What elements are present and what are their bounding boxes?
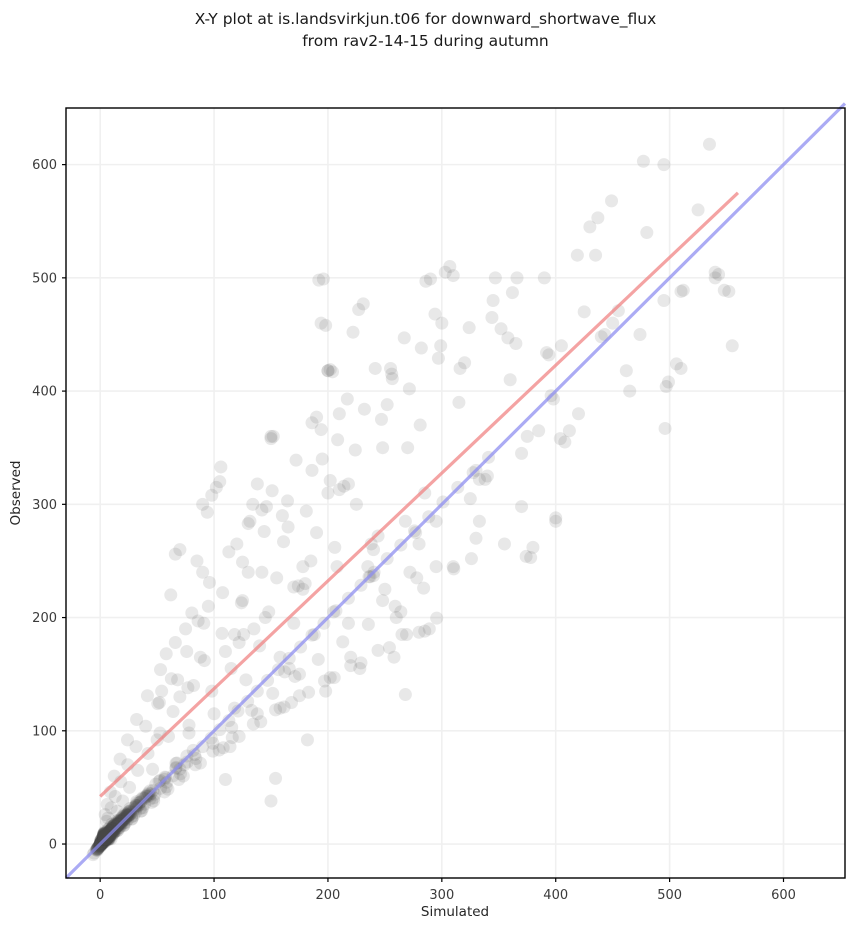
y-tick-label: 500 (32, 271, 57, 286)
x-tick-label: 300 (429, 888, 454, 903)
x-tick-label: 200 (316, 888, 341, 903)
y-tick-label: 400 (32, 385, 57, 400)
x-axis-title: Simulated (421, 904, 489, 920)
grid-lines (66, 108, 845, 878)
axis-ticks: 0 100 200 300 400 500 600 0 100 200 300 400 500 600 (32, 158, 796, 903)
x-tick-label: 0 (96, 888, 104, 903)
y-tick-label: 600 (32, 158, 57, 173)
y-axis-title: Observed (8, 461, 24, 526)
x-tick-label: 500 (657, 888, 682, 903)
y-tick-label: 100 (32, 724, 57, 739)
x-tick-label: 600 (771, 888, 796, 903)
x-tick-label: 400 (543, 888, 568, 903)
y-tick-label: 300 (32, 498, 57, 513)
y-tick-label: 0 (49, 838, 57, 853)
x-tick-label: 100 (202, 888, 227, 903)
plot-border (65, 107, 846, 879)
page-title: X-Y plot at is.landsvirkjun.t06 for down… (194, 10, 657, 50)
y-tick-label: 200 (32, 611, 57, 626)
trend-lines (64, 102, 847, 880)
